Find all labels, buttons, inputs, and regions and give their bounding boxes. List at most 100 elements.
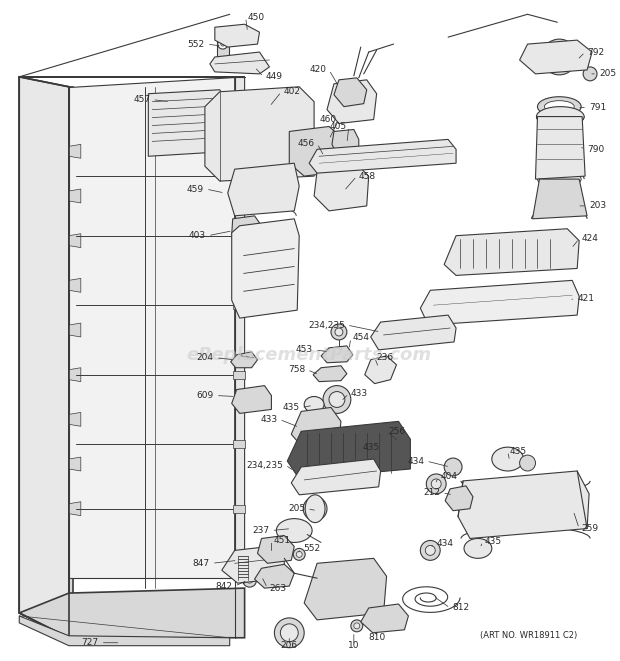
Circle shape xyxy=(432,479,441,489)
Text: 236: 236 xyxy=(376,353,394,362)
Polygon shape xyxy=(291,459,381,495)
Text: 456: 456 xyxy=(298,139,315,148)
Text: 435: 435 xyxy=(363,443,380,451)
Polygon shape xyxy=(290,126,344,176)
Polygon shape xyxy=(19,588,245,638)
Polygon shape xyxy=(19,616,230,646)
Ellipse shape xyxy=(345,445,369,463)
Circle shape xyxy=(378,611,394,627)
Circle shape xyxy=(296,551,302,557)
Text: 435: 435 xyxy=(510,447,527,455)
Ellipse shape xyxy=(538,171,581,187)
Text: 212: 212 xyxy=(423,488,440,497)
Ellipse shape xyxy=(464,539,492,559)
Circle shape xyxy=(425,545,435,555)
Polygon shape xyxy=(69,189,81,203)
Circle shape xyxy=(356,607,360,611)
Circle shape xyxy=(331,179,351,199)
Text: eReplacementParts.com: eReplacementParts.com xyxy=(187,346,432,364)
Circle shape xyxy=(354,623,360,629)
Circle shape xyxy=(335,328,343,336)
Polygon shape xyxy=(371,315,456,350)
Text: 205: 205 xyxy=(599,69,616,79)
Circle shape xyxy=(329,471,345,487)
Ellipse shape xyxy=(277,519,312,543)
Text: 256: 256 xyxy=(389,427,405,436)
Polygon shape xyxy=(313,366,347,381)
Text: 10: 10 xyxy=(348,641,360,650)
Circle shape xyxy=(420,541,440,561)
Circle shape xyxy=(353,564,356,568)
Text: 433: 433 xyxy=(260,415,277,424)
Text: 451: 451 xyxy=(273,536,291,545)
Polygon shape xyxy=(287,421,410,479)
Text: 435: 435 xyxy=(282,403,299,412)
Polygon shape xyxy=(232,301,245,309)
Polygon shape xyxy=(69,323,81,337)
Polygon shape xyxy=(309,139,456,173)
Text: 434: 434 xyxy=(436,539,453,548)
Circle shape xyxy=(541,39,577,75)
Text: 204: 204 xyxy=(197,353,214,362)
Polygon shape xyxy=(420,280,579,325)
Text: 402: 402 xyxy=(283,87,300,97)
Circle shape xyxy=(556,53,564,61)
Bar xyxy=(240,389,265,409)
Circle shape xyxy=(323,385,351,413)
Polygon shape xyxy=(205,87,314,181)
Circle shape xyxy=(303,497,327,521)
Circle shape xyxy=(332,600,336,604)
Text: 791: 791 xyxy=(589,103,606,112)
Circle shape xyxy=(221,42,225,46)
Polygon shape xyxy=(232,232,245,240)
Circle shape xyxy=(444,458,462,476)
Ellipse shape xyxy=(37,318,61,362)
Circle shape xyxy=(330,575,334,579)
Circle shape xyxy=(347,584,355,592)
Polygon shape xyxy=(69,278,81,292)
Text: 459: 459 xyxy=(187,184,204,194)
Circle shape xyxy=(293,549,305,561)
Circle shape xyxy=(331,324,347,340)
Ellipse shape xyxy=(280,624,298,642)
Polygon shape xyxy=(304,559,387,620)
Polygon shape xyxy=(445,486,473,511)
Text: 435: 435 xyxy=(485,537,502,546)
Circle shape xyxy=(218,39,228,49)
Text: 450: 450 xyxy=(247,13,265,22)
Ellipse shape xyxy=(222,28,257,44)
Polygon shape xyxy=(215,24,260,47)
Polygon shape xyxy=(210,52,270,74)
Polygon shape xyxy=(232,505,245,513)
Polygon shape xyxy=(232,219,299,318)
Polygon shape xyxy=(332,130,359,154)
Polygon shape xyxy=(232,440,245,448)
Ellipse shape xyxy=(37,437,61,481)
Polygon shape xyxy=(334,78,366,106)
Polygon shape xyxy=(321,346,353,363)
Text: 552: 552 xyxy=(303,544,321,553)
Polygon shape xyxy=(458,471,589,539)
Ellipse shape xyxy=(37,139,61,183)
Text: 790: 790 xyxy=(587,145,604,154)
Ellipse shape xyxy=(503,501,547,517)
Text: 847: 847 xyxy=(193,559,210,568)
Text: 234,235: 234,235 xyxy=(308,321,345,330)
Polygon shape xyxy=(257,535,294,563)
Text: 433: 433 xyxy=(351,389,368,398)
Text: 263: 263 xyxy=(270,584,286,593)
Circle shape xyxy=(427,474,446,494)
Circle shape xyxy=(464,247,476,258)
Text: 434: 434 xyxy=(407,457,424,465)
Circle shape xyxy=(549,47,569,67)
Polygon shape xyxy=(69,457,81,471)
Text: 552: 552 xyxy=(188,40,205,49)
Polygon shape xyxy=(255,564,294,588)
Text: 206: 206 xyxy=(281,641,298,650)
Text: (ART NO. WR18911 C2): (ART NO. WR18911 C2) xyxy=(480,631,577,641)
Polygon shape xyxy=(148,90,230,156)
Polygon shape xyxy=(536,116,585,179)
Text: 758: 758 xyxy=(288,366,305,374)
Circle shape xyxy=(301,138,331,168)
Text: 205: 205 xyxy=(288,504,305,513)
